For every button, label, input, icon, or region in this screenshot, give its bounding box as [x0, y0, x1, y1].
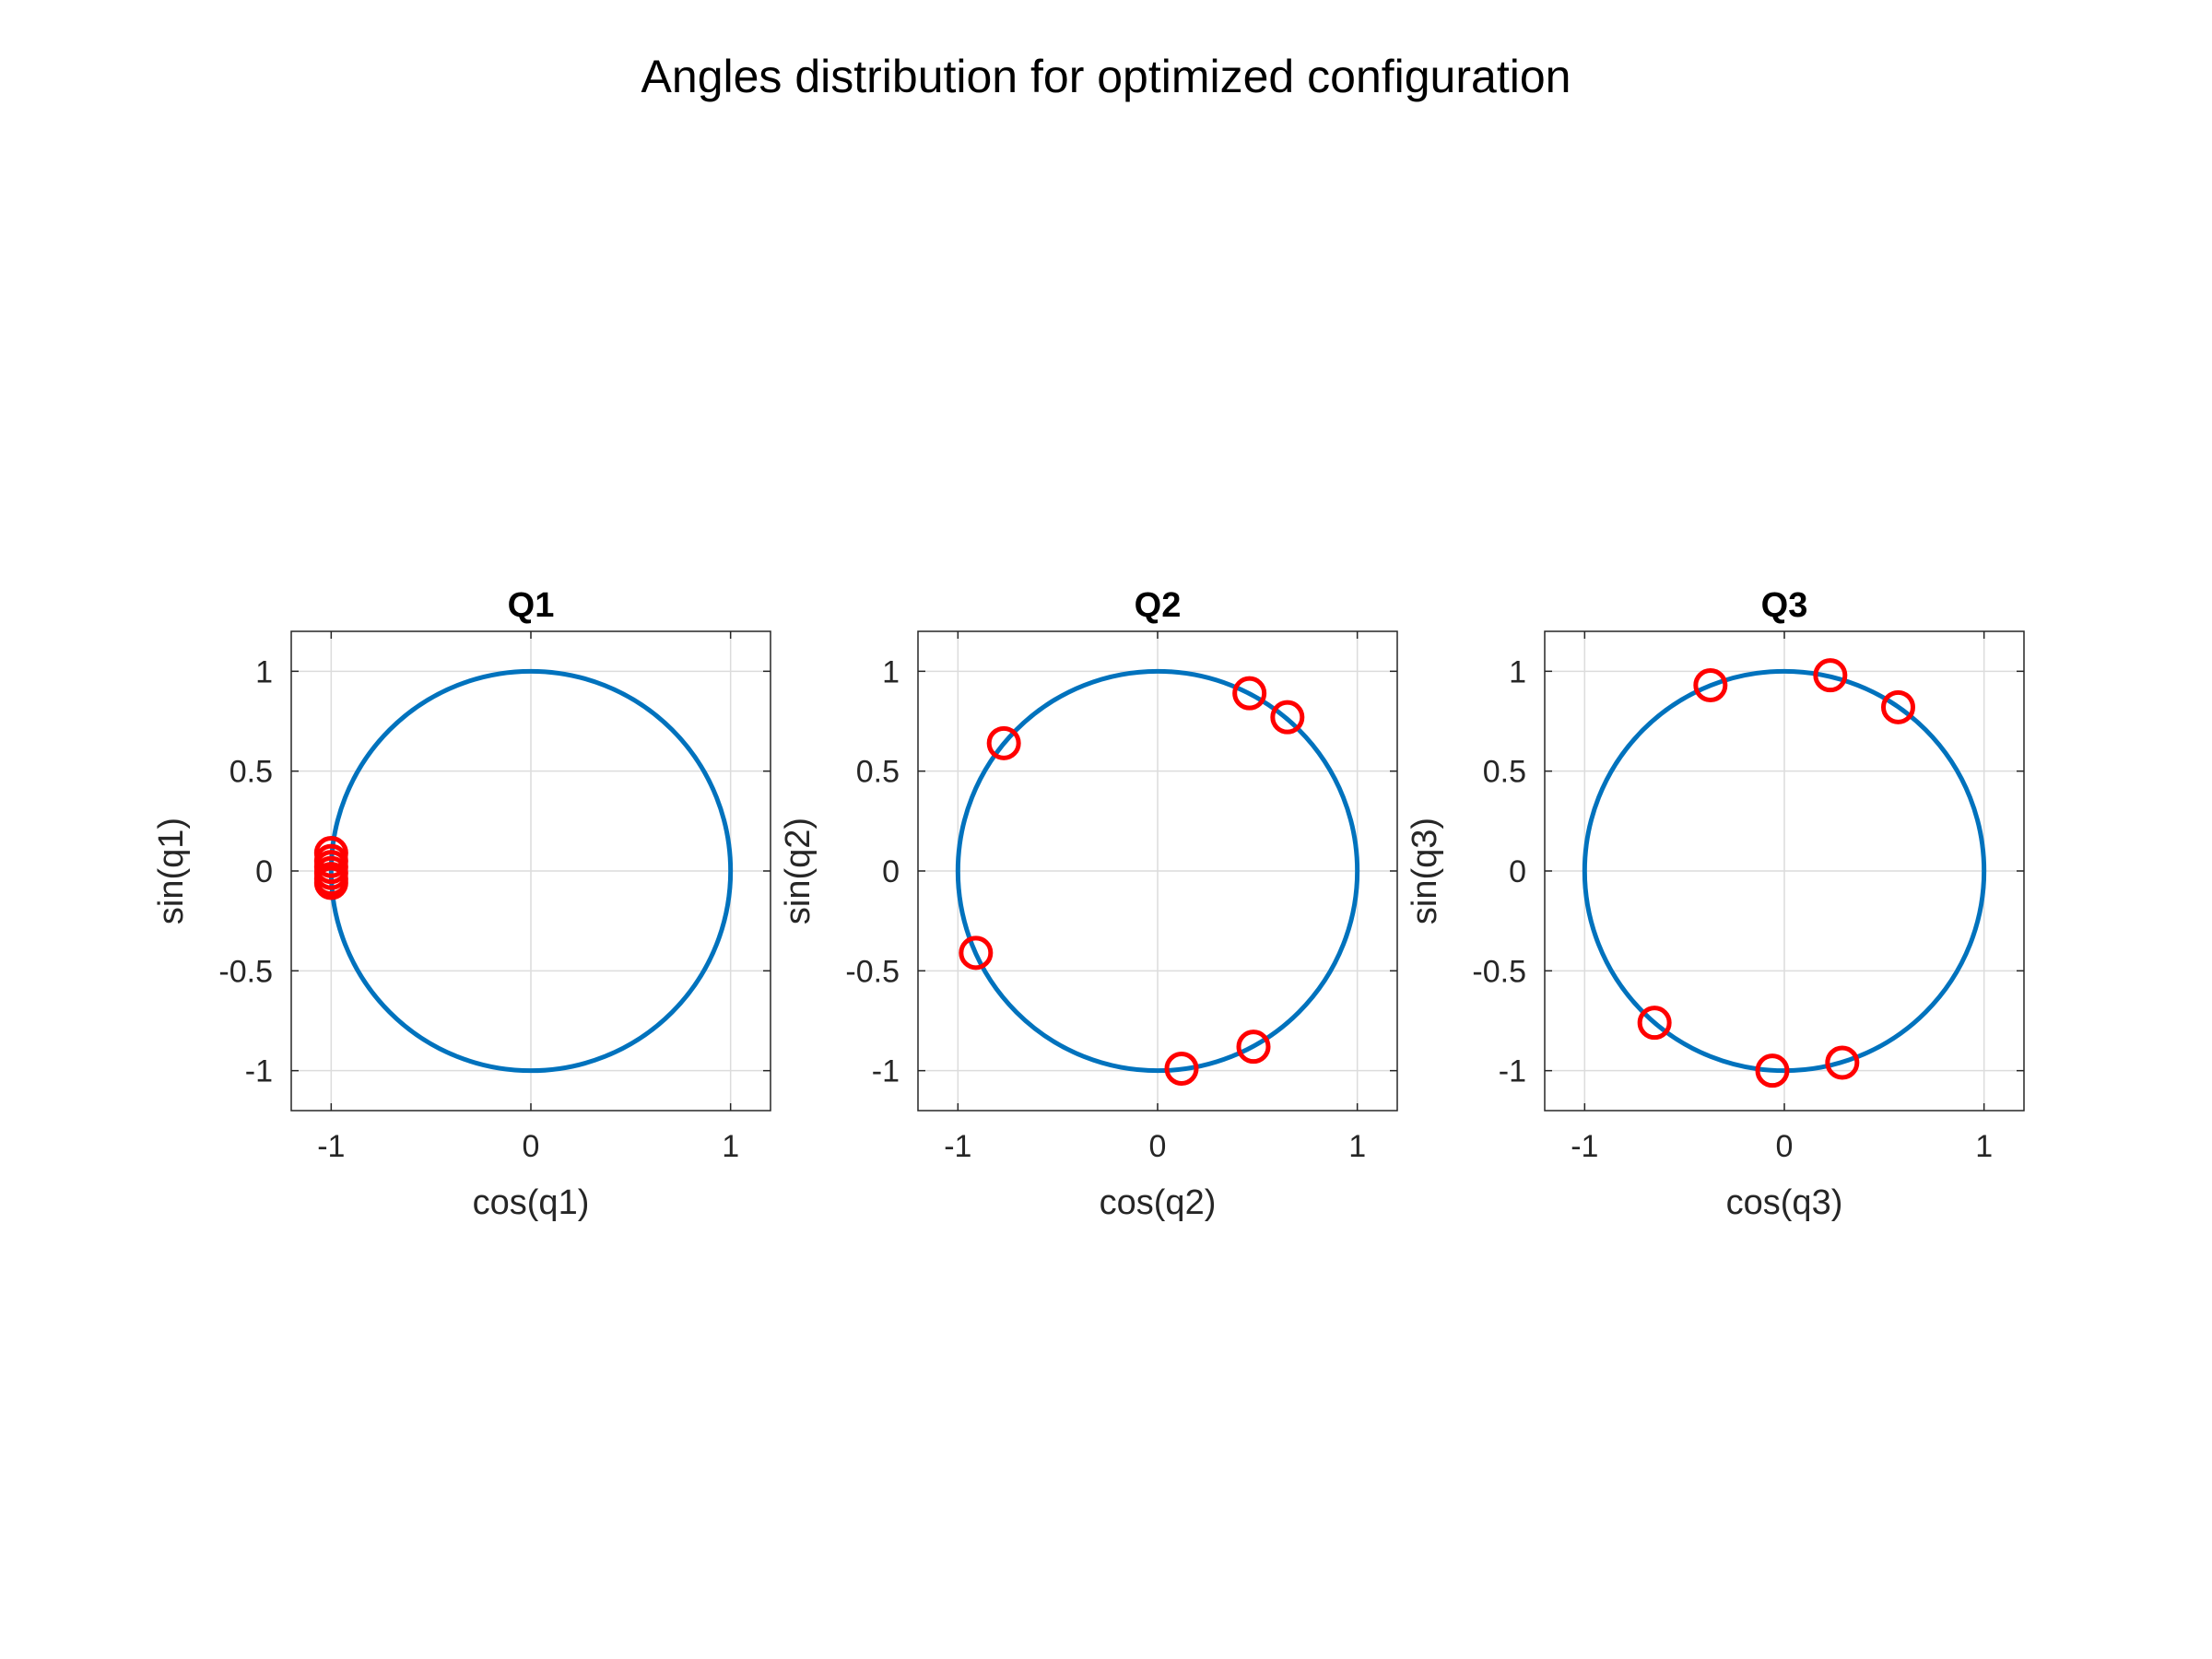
- x-tick-label: 0: [1149, 1129, 1167, 1164]
- y-tick-label: -1: [245, 1054, 273, 1089]
- x-tick-label: -1: [1571, 1129, 1598, 1164]
- y-tick-label: 0: [255, 854, 273, 889]
- y-axis-label: sin(q1): [152, 818, 191, 924]
- subplot-q1: -1 0 1 -1 -0.5 0 0.5 1 Q1 cos(q1) sin(q1): [152, 586, 771, 1222]
- data-point-marker: [1755, 1053, 1790, 1088]
- data-point-marker: [1164, 1052, 1199, 1086]
- data-point-marker: [986, 725, 1021, 760]
- x-tick-label: 0: [1776, 1129, 1794, 1164]
- x-axis-label: cos(q1): [473, 1183, 590, 1222]
- x-tick-label: -1: [317, 1129, 345, 1164]
- x-axis-label: cos(q2): [1100, 1183, 1217, 1222]
- subplot-title: Q3: [1761, 586, 1808, 625]
- y-tick-label: -0.5: [1472, 954, 1526, 989]
- data-point-marker: [1236, 1030, 1271, 1065]
- data-point-marker: [1637, 1006, 1672, 1041]
- data-point-marker: [959, 935, 994, 971]
- x-tick-label: 1: [1348, 1129, 1366, 1164]
- data-point-marker: [1270, 700, 1305, 735]
- x-tick-label: 0: [523, 1129, 540, 1164]
- y-tick-label: 0.5: [1483, 755, 1526, 790]
- data-point-marker: [1813, 658, 1848, 693]
- y-tick-label: 0.5: [856, 755, 900, 790]
- subplot-q2: -1 0 1 -1 -0.5 0 0.5 1 Q2 cos(q2) sin(q2): [779, 586, 1398, 1222]
- data-point-marker: [313, 865, 348, 900]
- subplot-title: Q2: [1135, 586, 1182, 625]
- data-point-marker: [1232, 676, 1267, 711]
- x-axis-label: cos(q3): [1726, 1183, 1843, 1222]
- subplot-q3: -1 0 1 -1 -0.5 0 0.5 1 Q3 cos(q3) sin(q3): [1406, 586, 2025, 1222]
- unit-circle-line: [328, 668, 734, 1074]
- y-tick-label: -1: [1499, 1054, 1526, 1089]
- data-point-marker: [1825, 1045, 1860, 1080]
- x-tick-label: -1: [944, 1129, 971, 1164]
- y-tick-label: 0: [882, 854, 900, 889]
- y-tick-label: 1: [882, 654, 900, 689]
- data-point-marker: [1693, 668, 1728, 702]
- y-tick-label: -0.5: [845, 954, 900, 989]
- x-tick-label: 1: [722, 1129, 739, 1164]
- y-axis-label: sin(q3): [1406, 818, 1444, 924]
- y-tick-label: 0.5: [229, 755, 273, 790]
- y-tick-label: 0: [1509, 854, 1526, 889]
- y-tick-label: -1: [872, 1054, 900, 1089]
- x-tick-label: 1: [1975, 1129, 1993, 1164]
- data-point-marker: [1881, 689, 1915, 724]
- subplot-title: Q1: [508, 586, 555, 625]
- unit-circle-line: [1582, 668, 1987, 1074]
- y-tick-label: 1: [255, 654, 273, 689]
- y-tick-label: 1: [1509, 654, 1526, 689]
- unit-circle-line: [955, 668, 1360, 1074]
- figure-title: Angles distribution for optimized config…: [641, 51, 1571, 102]
- y-axis-label: sin(q2): [779, 818, 818, 924]
- subplots: -1 0 1 -1 -0.5 0 0.5 1 Q1 cos(q1) sin(q1) -1 0 1 -1 -0.…: [152, 586, 2025, 1222]
- y-tick-label: -0.5: [218, 954, 273, 989]
